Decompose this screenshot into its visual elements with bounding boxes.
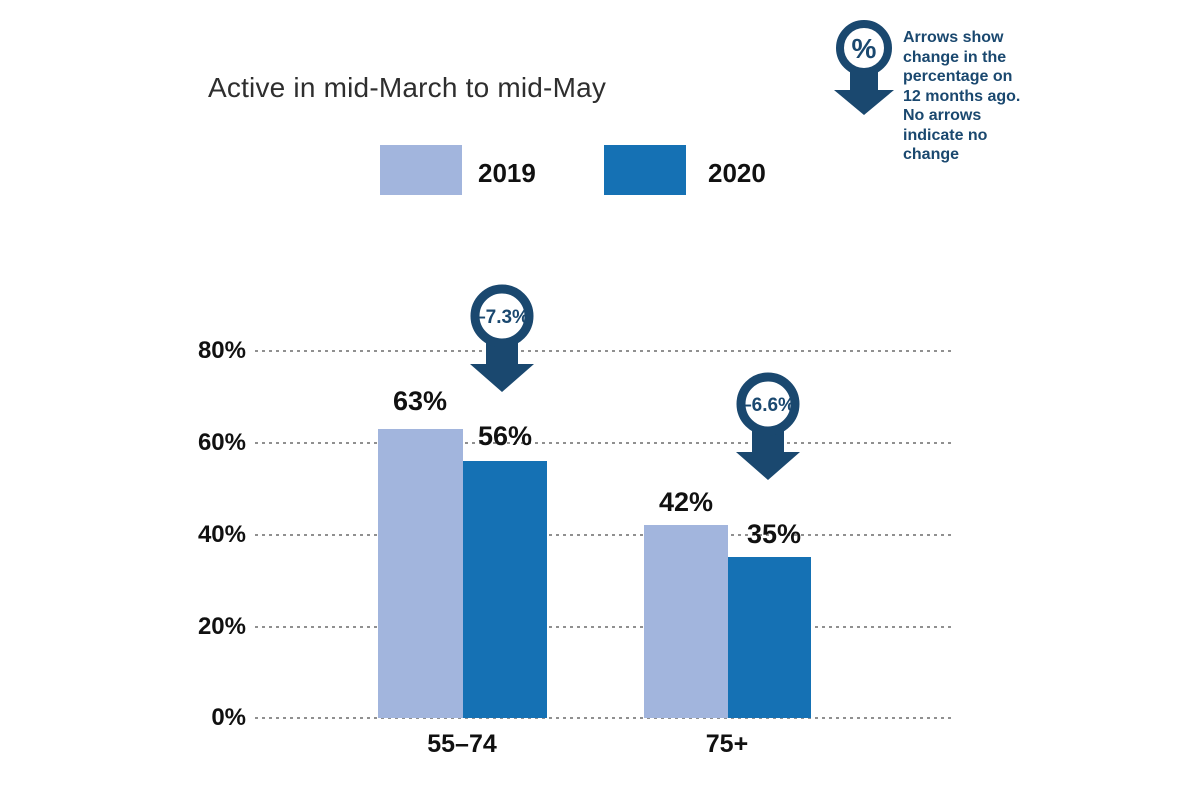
gridline-0: [255, 717, 955, 719]
callout-line: change: [903, 146, 960, 163]
percent-symbol: %: [852, 33, 877, 64]
y-axis-tick: 80%: [197, 337, 246, 364]
down-arrow-icon: [736, 422, 800, 480]
y-axis-tick: 40%: [197, 521, 246, 548]
x-axis-label-55-74: 55–74: [427, 730, 497, 758]
y-axis-tick: 0%: [211, 704, 246, 731]
bar-2019-55-74: [378, 429, 463, 718]
value-label-2020-55-74: 56%: [477, 421, 533, 451]
callout-line: percentage on: [903, 68, 1013, 85]
bar-2020-75plus: [728, 557, 811, 718]
callout-line: Arrows show: [903, 29, 1004, 46]
legend-swatch-2020: [604, 145, 686, 195]
page-title: Active in mid-March to mid-May: [208, 72, 607, 103]
x-axis-label-75plus: 75+: [705, 730, 749, 758]
bar-2020-55-74: [463, 461, 547, 718]
down-arrow-icon: [834, 62, 894, 115]
value-label-2020-75plus: 35%: [746, 519, 802, 549]
change-value: –7.3%: [475, 307, 529, 328]
callout-line: change in the: [903, 48, 1007, 66]
gridline-80: [255, 350, 955, 352]
percent-arrow-down-icon: %: [834, 20, 894, 115]
change-value: –6.6%: [741, 395, 795, 416]
circle-badge: [736, 372, 800, 436]
down-arrow-icon: [470, 334, 534, 392]
callout-line: indicate no: [903, 126, 988, 144]
callout-line: 12 months ago.: [903, 87, 1021, 105]
circle-badge: [836, 20, 892, 76]
y-axis-tick: 20%: [197, 613, 246, 640]
legend-swatch-2019: [380, 145, 462, 195]
bar-2019-75plus: [644, 525, 728, 718]
callout-line: No arrows: [903, 107, 982, 124]
value-label-2019-55-74: 63%: [392, 386, 448, 416]
legend-label-2019: 2019: [478, 158, 536, 188]
gridline-60: [255, 442, 955, 444]
change-annotation-75plus: –6.6%: [736, 372, 800, 480]
value-label-2019-75plus: 42%: [658, 487, 714, 517]
y-axis-tick: 60%: [197, 429, 246, 456]
legend-label-2020: 2020: [708, 158, 766, 188]
circle-badge: [470, 284, 534, 348]
change-annotation-55-74: –7.3%: [470, 284, 534, 392]
gridline-40: [255, 534, 955, 536]
callout-note: Arrows show change in the percentage on …: [903, 28, 1093, 165]
gridline-20: [255, 626, 955, 628]
